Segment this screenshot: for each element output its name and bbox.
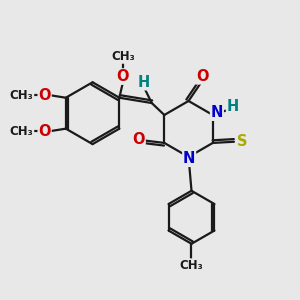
Text: CH₃: CH₃ [111,50,135,63]
Text: O: O [38,124,51,139]
Text: H: H [137,75,150,90]
Text: CH₃: CH₃ [180,259,203,272]
Text: N: N [211,105,223,120]
Text: O: O [117,69,129,84]
Text: S: S [237,134,247,149]
Text: O: O [133,132,145,147]
Text: N: N [183,151,195,166]
Text: CH₃: CH₃ [10,124,34,137]
Text: H: H [227,99,239,114]
Text: O: O [38,88,51,103]
Text: O: O [196,69,208,84]
Text: CH₃: CH₃ [10,89,34,102]
